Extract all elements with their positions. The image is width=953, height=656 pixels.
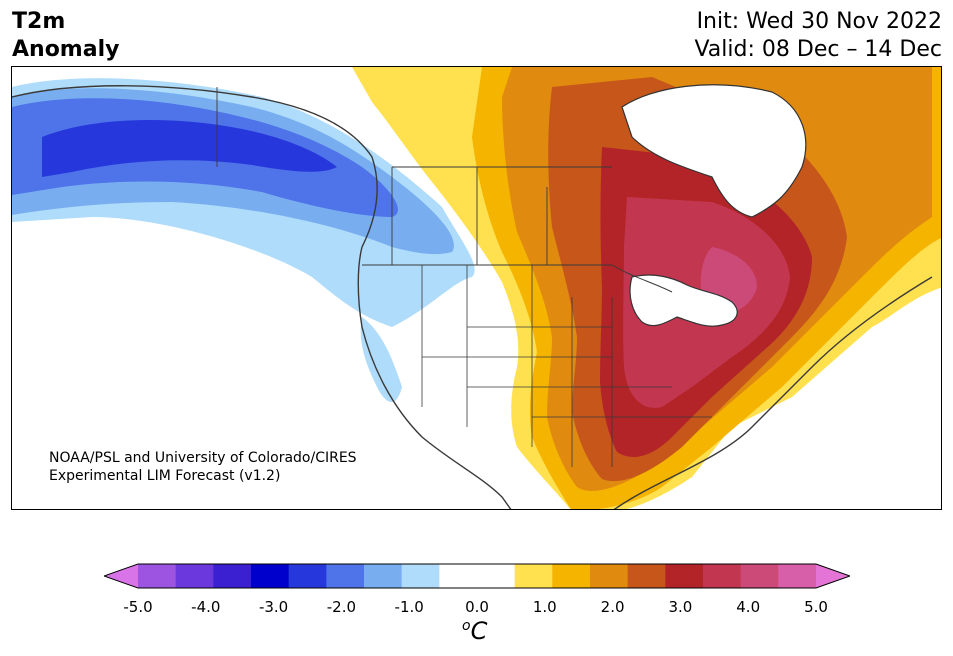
colorbar [102, 563, 852, 593]
unit-degree: o [462, 618, 471, 634]
state-borders [421, 265, 712, 467]
colorbar-segment [175, 564, 214, 588]
colorbar-segment [401, 564, 440, 588]
colorbar-segment [326, 564, 365, 588]
colorbar-segment [703, 564, 742, 588]
colorbar-tick-label: 2.0 [600, 598, 625, 616]
colorbar-tick-label: 4.0 [736, 598, 761, 616]
forecast-dates: Init: Wed 30 Nov 2022 Valid: 08 Dec – 14… [694, 8, 942, 64]
colorbar-tick-label: -3.0 [258, 598, 289, 616]
colorbar-segment [213, 564, 252, 588]
colorbar-tick-label: 1.0 [532, 598, 557, 616]
credit-line-2: Experimental LIM Forecast (v1.2) [49, 468, 281, 484]
border-canada-us [362, 264, 673, 293]
colorbar-segment [288, 564, 327, 588]
colorbar-segment [740, 564, 779, 588]
colorbar-tick-label: -2.0 [326, 598, 357, 616]
title-line-2: Anomaly [12, 37, 120, 62]
colorbar-tick-label: -5.0 [123, 598, 153, 616]
hudson-bay [621, 84, 807, 218]
title-line-1: T2m [12, 9, 66, 34]
colorbar-svg [102, 563, 852, 589]
province-borders [216, 87, 612, 265]
valid-date: Valid: 08 Dec – 14 Dec [694, 37, 942, 62]
anomaly-map [11, 66, 942, 510]
cold-contour-4 [42, 119, 337, 177]
colorbar-unit: oC [462, 617, 487, 645]
colorbar-tick-label: -4.0 [191, 598, 221, 616]
init-date: Init: Wed 30 Nov 2022 [696, 9, 942, 34]
colorbar-tick-label: 0.0 [465, 598, 489, 616]
colorbar-segment [590, 564, 629, 588]
colorbar-segment [665, 564, 704, 588]
credit-line-1: NOAA/PSL and University of Colorado/CIRE… [49, 450, 357, 466]
colorbar-extend-low [104, 564, 138, 588]
colorbar-segment [251, 564, 290, 588]
cold-contour-5 [360, 317, 402, 402]
colorbar-segment [477, 564, 516, 588]
colorbar-tick-label: 3.0 [668, 598, 693, 616]
coastline [12, 85, 933, 509]
colorbar-ticks: -5.0 -4.0 -3.0 -2.0 -1.0 0.0 1.0 2.0 3.0 4.0 5.0 [0, 598, 953, 618]
map-svg [12, 67, 941, 509]
colorbar-segment [778, 564, 817, 588]
credit-text: NOAA/PSL and University of Colorado/CIRE… [49, 449, 357, 485]
colorbar-segment [552, 564, 591, 588]
colorbar-segment [439, 564, 478, 588]
colorbar-segment [364, 564, 403, 588]
colorbar-extend-high [816, 564, 850, 588]
map-title: T2m Anomaly [12, 8, 119, 64]
colorbar-segment [627, 564, 666, 588]
great-lakes [629, 274, 738, 327]
colorbar-segment [514, 564, 553, 588]
colorbar-tick-label: 5.0 [804, 598, 828, 616]
unit-letter: C [470, 617, 488, 645]
colorbar-segment [138, 564, 177, 588]
colorbar-tick-label: -1.0 [394, 598, 424, 616]
